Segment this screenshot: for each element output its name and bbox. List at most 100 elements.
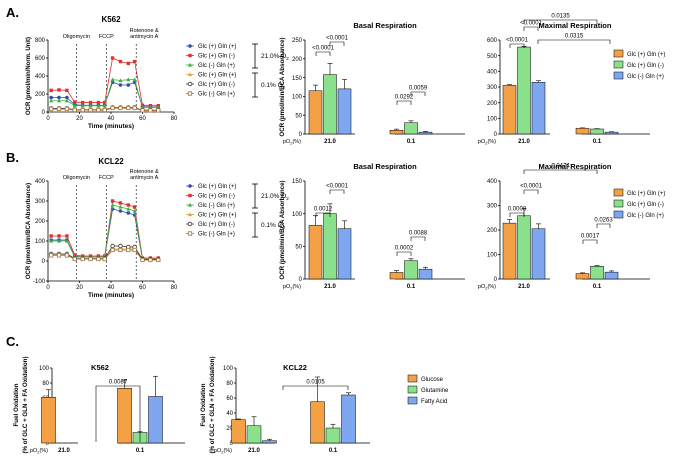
c-kcl22-bar [231,419,246,444]
a-timecourse-data-point [49,88,53,93]
c-kcl22-po2-label: pO2(%) [214,448,232,455]
b-max-po2-sub: 2 [485,286,488,291]
c-legend-label: Glutamine [421,388,449,394]
b-max-bar [604,271,619,280]
a-timecourse-y-tick-label: 400 [35,74,46,80]
panel-label-b: B. [6,150,19,165]
b-basal-sig-label: 0.0088 [409,231,428,237]
b-timecourse-data-point [156,257,161,263]
a-basal-po2-label: pO2(%) [283,139,301,146]
a-timecourse-data-point [96,107,101,113]
b-timecourse-data-point [102,256,107,262]
b-basal-y-label: OCR (pmol/min/BCA Absorbance) [279,180,286,279]
a-basal-bar [389,129,404,135]
b-timecourse-data-point [64,253,69,258]
b-max-bar [502,222,517,280]
c-kcl22-bar [262,440,277,444]
a-max-y-tick-label: 100 [487,117,498,123]
b-max-sig-label: 0.0008 [508,207,527,213]
c-kcl22-sig-label: 0.0105 [306,380,325,386]
a-max-bar [502,85,517,135]
b-basal-sig-bracket [329,189,345,194]
a-max-legend-swatch [613,71,624,80]
a-basal-y-tick-label: 150 [292,76,303,82]
c-k562-sig-bracket [95,385,141,442]
b-basal-po2-label: pO2(%) [283,284,301,291]
b-timecourse-data-point [64,238,69,243]
c-legend-swatch [407,385,418,394]
c-kcl22-y-tick-label: 60 [226,396,233,402]
b-timecourse-data-point [49,234,53,238]
c-k562-y-tick-label: 100 [39,366,50,372]
a-basal-group-label: 0.1 [407,139,416,145]
b-timecourse-series-line [51,208,159,260]
b-timecourse-data-point [96,256,101,262]
b-timecourse-data-point [140,257,145,263]
b-timecourse-data-point [148,257,153,263]
a-timecourse-legend-label: Glc (+) Gln (-) [198,54,235,60]
c-kcl22-y-tick-label: 0 [230,441,234,447]
a-basal-title: Basal Respiration [353,21,417,30]
b-timecourse-legend-label: Glc (+) Gln (-) [198,194,235,200]
a-max-legend-swatch [613,49,624,58]
a-max-bar [575,127,590,135]
b-timecourse-legend-marker [187,221,193,227]
a-timecourse-data-point [49,98,54,103]
b-timecourse-data-point [126,211,131,215]
b-max-y-tick-label: 0 [494,277,498,283]
c-kcl22-bar [246,425,262,444]
b-timecourse-data-point [49,238,54,243]
b-timecourse-data-point [132,208,137,213]
b-max-sig-bracket [523,169,598,174]
a-max-sig-bracket [523,19,598,24]
a-max-po2-label: pO2(%) [478,139,496,146]
a-basal-sig-label: 0.0059 [409,86,428,92]
a-timecourse-data-point [49,95,53,100]
b-timecourse-x-tick-label: 80 [171,285,178,291]
a-timecourse-legend-label: Glc (-) Gln (+) [198,63,235,69]
a-timecourse-y-tick-label: 0 [42,110,46,116]
a-basal-y-label: OCR (pmol/min/BCA Absorbance) [279,37,286,136]
a-timecourse-x-tick-label: 0 [46,116,50,122]
b-timecourse-x-tick-label: 60 [139,285,146,291]
b-timecourse-y-tick-label: 100 [35,239,46,245]
b-timecourse-x-tick-label: 20 [76,285,83,291]
title-kcl22: KCL22 [98,157,124,166]
a-timecourse-data-point [156,105,161,110]
b-timecourse-legend-label: Glc (-) Gln (+) [198,203,235,209]
c-kcl22-y-tick-label: 100 [223,366,234,372]
a-basal-bar [308,90,323,135]
b-timecourse-legend-marker [188,212,192,217]
b-timecourse-data-point [110,199,115,203]
a-max-group-label: 0.1 [593,139,602,145]
a-max-legend-label: Glc (+) Gln (-) [627,63,664,69]
a-timecourse-data-point [102,107,107,113]
a-timecourse-legend-label: Glc (+) Gln (+) [198,44,236,50]
a-timecourse-data-point [103,100,107,105]
a-timecourse-data-point [80,103,85,108]
b-basal-group-label: 21.0 [324,284,336,290]
c-k562-group-label: 21.0 [58,448,70,454]
c-legend-swatch [407,396,418,405]
b-max-bar [531,228,546,280]
b-max-sig-bracket [509,212,525,217]
c-legend-swatch [407,374,418,383]
a-basal-bar [337,88,352,135]
a-timecourse-data-point [110,105,115,111]
b-basal-sig-label: 0.0002 [395,246,414,252]
b-max-bar [517,215,531,280]
a-basal-y-tick-label: 0 [299,132,303,138]
b-max-group-label: 21.0 [518,284,530,290]
a-timecourse-data-point [80,107,85,113]
a-timecourse-data-point [96,100,101,105]
b-max-legend-label: Glc (-) Gln (+) [627,213,664,219]
a-timecourse-data-point [156,108,161,113]
c-k562-po2-suffix: (%) [39,448,48,454]
a-timecourse-data-point [140,108,145,113]
a-timecourse-data-point [57,95,61,100]
a-timecourse-data-point [88,107,93,113]
a-basal-sig-bracket [396,100,412,105]
b-max-po2-suffix: (%) [487,284,496,290]
c-kcl22-bar [310,401,325,444]
b-timecourse-data-point [80,256,85,262]
